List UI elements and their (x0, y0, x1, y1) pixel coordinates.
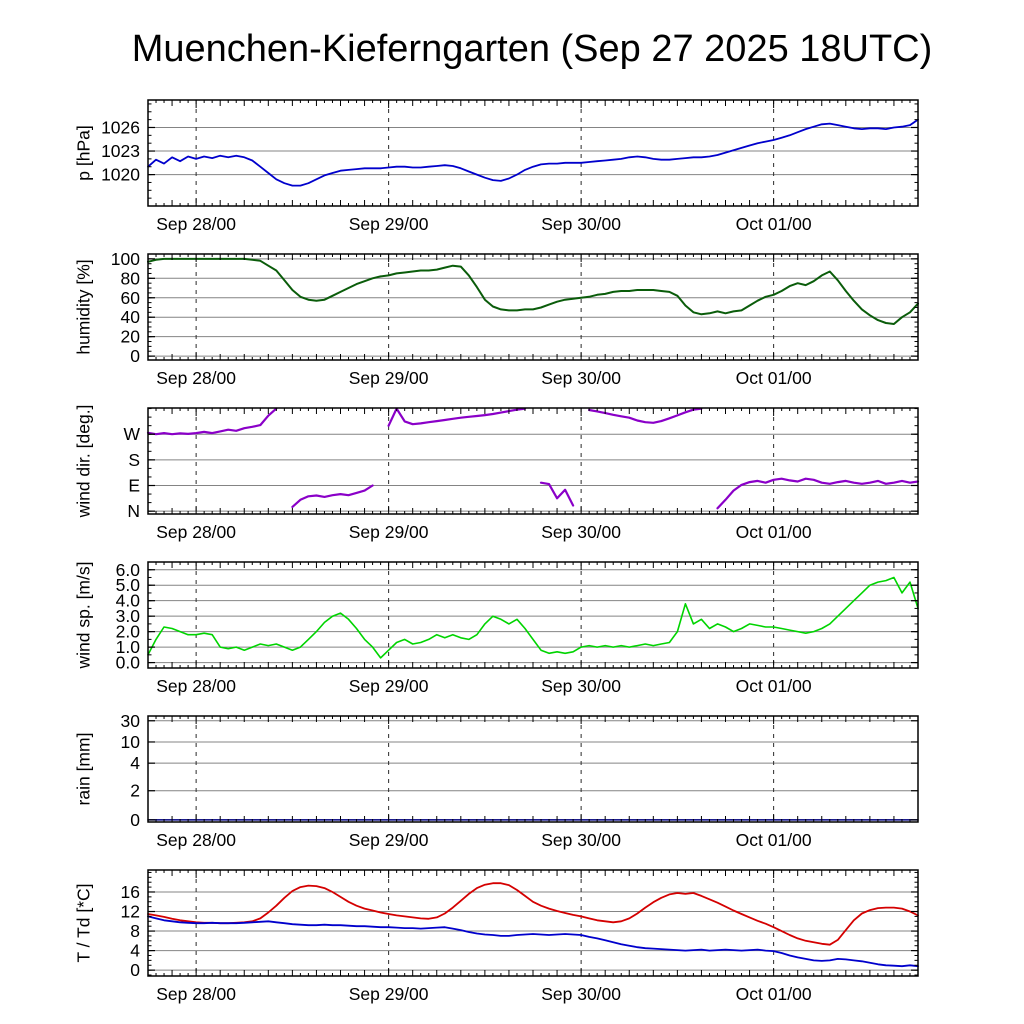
svg-text:5.0: 5.0 (116, 575, 141, 595)
svg-text:Sep 29/00: Sep 29/00 (349, 214, 429, 234)
svg-text:6.0: 6.0 (116, 560, 141, 580)
svg-text:0: 0 (130, 960, 140, 980)
svg-text:1020: 1020 (101, 165, 140, 185)
temperature-panel: T / Td [*C] 0 4 8 12 16 Sep 28/00 Sep 29/00 Sep… (0, 869, 1024, 1024)
svg-text:0.0: 0.0 (116, 653, 141, 673)
svg-text:40: 40 (121, 307, 141, 327)
svg-text:8: 8 (130, 921, 140, 941)
svg-text:Oct 01/00: Oct 01/00 (736, 214, 812, 234)
svg-text:Sep 28/00: Sep 28/00 (156, 214, 236, 234)
svg-text:Sep 29/00: Sep 29/00 (349, 368, 429, 388)
svg-text:2: 2 (130, 781, 140, 801)
svg-text:20: 20 (121, 327, 141, 347)
rain-panel: rain [mm] 0 2 4 10 30 Sep 28/00 Sep 29/00 Sep 3… (0, 711, 1024, 872)
svg-text:12: 12 (121, 902, 140, 922)
pressure-panel: p [hPa] 1020 1023 1026 Sep 28/00 Sep 29/00 Se… (0, 99, 1024, 256)
svg-text:1026: 1026 (101, 117, 140, 137)
svg-text:Sep 30/00: Sep 30/00 (541, 984, 621, 1004)
svg-text:4.0: 4.0 (116, 591, 141, 611)
svg-text:100: 100 (111, 249, 140, 269)
svg-text:S: S (128, 450, 140, 470)
wind-direction-panel: wind dir. [deg.] N E S W Sep 28/00 Sep 29/00 S… (0, 405, 1024, 564)
svg-text:30: 30 (121, 711, 141, 731)
svg-text:3.0: 3.0 (116, 606, 141, 626)
svg-text:Sep 30/00: Sep 30/00 (541, 214, 621, 234)
svg-text:Sep 28/00: Sep 28/00 (156, 830, 236, 850)
svg-text:Oct 01/00: Oct 01/00 (736, 830, 812, 850)
svg-text:N: N (127, 501, 140, 521)
svg-text:Sep 29/00: Sep 29/00 (349, 830, 429, 850)
svg-text:Oct 01/00: Oct 01/00 (736, 368, 812, 388)
svg-text:Sep 30/00: Sep 30/00 (541, 522, 621, 542)
svg-text:Oct 01/00: Oct 01/00 (736, 522, 812, 542)
svg-text:W: W (123, 424, 140, 444)
svg-text:Sep 30/00: Sep 30/00 (541, 830, 621, 850)
chart-title: Muenchen-Kieferngarten (Sep 27 2025 18UT… (131, 28, 933, 70)
svg-text:4: 4 (130, 753, 140, 773)
svg-text:16: 16 (121, 882, 140, 902)
svg-text:80: 80 (121, 268, 141, 288)
svg-text:Sep 30/00: Sep 30/00 (541, 368, 621, 388)
svg-text:Sep 28/00: Sep 28/00 (156, 984, 236, 1004)
svg-text:1023: 1023 (101, 141, 140, 161)
svg-text:Sep 29/00: Sep 29/00 (349, 984, 429, 1004)
svg-text:Sep 29/00: Sep 29/00 (349, 676, 429, 696)
svg-text:0: 0 (130, 346, 140, 366)
svg-text:Sep 29/00: Sep 29/00 (349, 522, 429, 542)
svg-text:4: 4 (130, 941, 140, 961)
svg-text:Sep 28/00: Sep 28/00 (156, 368, 236, 388)
svg-text:0: 0 (130, 810, 140, 830)
svg-text:10: 10 (121, 732, 141, 752)
svg-text:60: 60 (121, 288, 141, 308)
pressure-chart: 1020 1023 1026 Sep 28/00 Sep 29/00 Sep 30/00 O… (101, 99, 919, 234)
svg-text:Sep 30/00: Sep 30/00 (541, 676, 621, 696)
svg-text:Sep 28/00: Sep 28/00 (156, 676, 236, 696)
svg-text:E: E (128, 476, 140, 496)
wind-speed-panel: wind sp. [m/s] 0.0 1.0 2.0 3.0 4.0 5.0 6.0 Sep … (0, 560, 1024, 718)
svg-text:Oct 01/00: Oct 01/00 (736, 676, 812, 696)
svg-text:2.0: 2.0 (116, 622, 141, 642)
humidity-panel: humidity [%] 0 20 40 60 80 100 Sep 28/00 Sep 29… (0, 249, 1024, 410)
wind-speed-chart: 0.01.02.03.04.05.06.0 Sep 28/00 Sep 29/00 S… (116, 560, 919, 696)
svg-text:Sep 28/00: Sep 28/00 (156, 522, 236, 542)
svg-text:Oct 01/00: Oct 01/00 (736, 984, 812, 1004)
svg-text:1.0: 1.0 (116, 637, 141, 657)
